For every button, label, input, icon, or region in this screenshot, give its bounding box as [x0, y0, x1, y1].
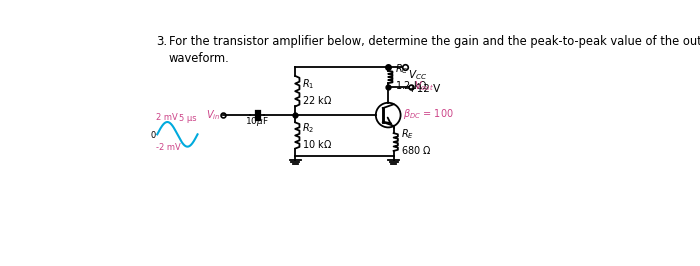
- Text: 0: 0: [150, 131, 155, 140]
- Text: 5 μs: 5 μs: [179, 114, 197, 123]
- Text: $R_C$
1.2 k$\Omega$: $R_C$ 1.2 k$\Omega$: [395, 63, 428, 91]
- Text: 2 mV: 2 mV: [155, 113, 178, 122]
- Text: 3.: 3.: [155, 35, 167, 48]
- Text: $\beta_{DC}$ = 100: $\beta_{DC}$ = 100: [403, 107, 454, 121]
- Text: -2 mV: -2 mV: [155, 143, 181, 152]
- Text: $V_{out}$: $V_{out}$: [414, 80, 434, 93]
- Text: $R_1$
22 k$\Omega$: $R_1$ 22 k$\Omega$: [302, 77, 332, 106]
- Text: 10$\mu$F: 10$\mu$F: [245, 115, 269, 128]
- Text: $R_E$
680 $\Omega$: $R_E$ 680 $\Omega$: [400, 128, 431, 156]
- Text: For the transistor amplifier below, determine the gain and the peak-to-peak valu: For the transistor amplifier below, dete…: [169, 35, 700, 65]
- Text: $V_{CC}$
+12 V: $V_{CC}$ +12 V: [407, 68, 440, 94]
- Text: $R_2$
10 k$\Omega$: $R_2$ 10 k$\Omega$: [302, 121, 332, 150]
- Text: $V_{in}$: $V_{in}$: [206, 108, 220, 122]
